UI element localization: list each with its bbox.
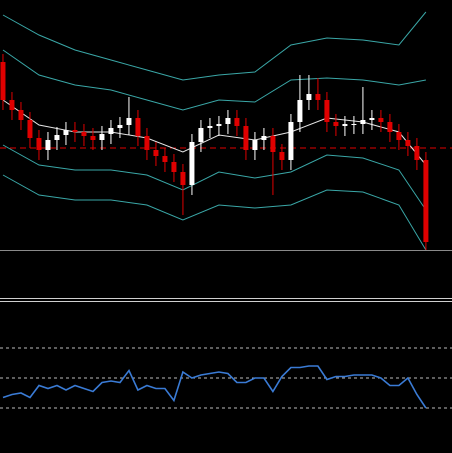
candle-body — [171, 162, 177, 172]
candle-body — [54, 135, 60, 140]
candle-body — [315, 94, 321, 100]
candle-body — [342, 124, 348, 126]
candle-body — [198, 128, 204, 142]
indicator-line — [2, 365, 427, 409]
band-line — [2, 11, 427, 81]
candle-body — [0, 62, 6, 100]
candle-body — [252, 140, 258, 150]
candle-body — [81, 132, 87, 136]
candle-body — [378, 118, 384, 122]
candle-body — [297, 100, 303, 122]
candle-body — [396, 132, 402, 140]
candle-body — [72, 130, 78, 132]
candle-body — [189, 142, 195, 185]
candle-body — [153, 150, 159, 156]
candle-body — [27, 120, 33, 138]
band-line — [2, 144, 427, 211]
candle-body — [405, 140, 411, 146]
candle-body — [333, 122, 339, 126]
candle-body — [324, 100, 330, 122]
candle-body — [225, 118, 231, 124]
candle-body — [414, 146, 420, 160]
candle-body — [261, 136, 267, 140]
candle-body — [9, 100, 15, 110]
candle-body — [36, 138, 42, 150]
candle-body — [243, 126, 249, 150]
candle-body — [423, 160, 429, 242]
band-line — [2, 174, 427, 251]
candle-body — [387, 122, 393, 132]
candle-body — [216, 124, 222, 126]
candle-body — [234, 118, 240, 126]
candle-body — [162, 156, 168, 162]
band-line — [2, 49, 426, 111]
candle-body — [360, 120, 366, 124]
candle-body — [90, 136, 96, 140]
candle-body — [144, 136, 150, 150]
candle-body — [45, 140, 51, 150]
candle-body — [18, 110, 24, 120]
candle-body — [306, 94, 312, 100]
candle-body — [351, 124, 357, 125]
candle-body — [207, 126, 213, 128]
candle-body — [369, 118, 375, 120]
candle-body — [117, 125, 123, 128]
candle-body — [108, 128, 114, 134]
candle-body — [180, 172, 186, 185]
candle-body — [270, 136, 276, 152]
candle-body — [126, 118, 132, 125]
candle-body — [99, 134, 105, 140]
candle-body — [279, 152, 285, 160]
candle-body — [288, 122, 294, 160]
candle-body — [63, 130, 69, 135]
candle-body — [135, 118, 141, 136]
